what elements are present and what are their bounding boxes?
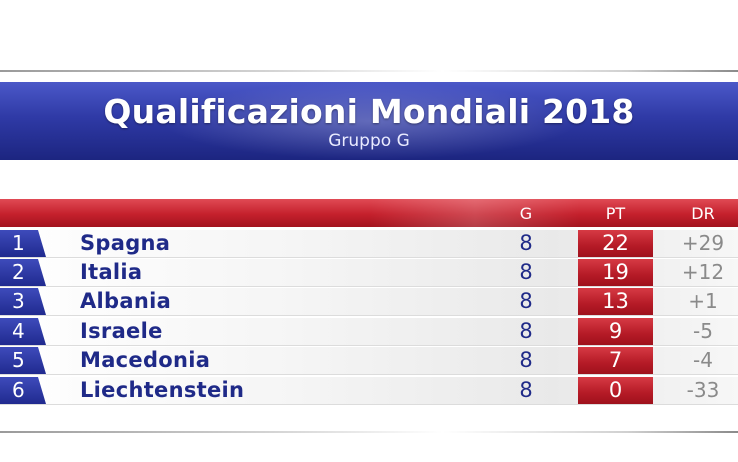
top-frame-line bbox=[0, 70, 738, 72]
points-cell: 19 bbox=[578, 259, 653, 286]
title-banner bbox=[0, 82, 738, 160]
points-cell: 0 bbox=[578, 377, 653, 404]
page-subtitle: Gruppo G bbox=[328, 131, 410, 151]
position-badge: 1 bbox=[0, 230, 46, 257]
position-badge: 4 bbox=[0, 318, 46, 345]
header-bar-highlight bbox=[370, 199, 580, 227]
team-name: Albania bbox=[80, 289, 172, 313]
goal-difference: +1 bbox=[688, 289, 718, 313]
bottom-frame-line bbox=[0, 431, 738, 433]
table-row: 3 Albania 8 13 +1 bbox=[0, 288, 738, 316]
matches-played: 8 bbox=[519, 348, 533, 372]
column-header-points: PT bbox=[605, 204, 626, 223]
table-row: 1 Spagna 8 22 +29 bbox=[0, 230, 738, 258]
points-cell: 7 bbox=[578, 347, 653, 374]
position-badge: 5 bbox=[0, 347, 46, 374]
team-name: Liechtenstein bbox=[80, 378, 245, 402]
matches-played: 8 bbox=[519, 378, 533, 402]
matches-played: 8 bbox=[519, 319, 533, 343]
table-row: 4 Israele 8 9 -5 bbox=[0, 318, 738, 346]
goal-difference: +29 bbox=[681, 231, 725, 255]
title-banner-highlight bbox=[160, 82, 580, 160]
goal-difference: -5 bbox=[693, 319, 713, 343]
table-row: 2 Italia 8 19 +12 bbox=[0, 259, 738, 287]
team-name: Israele bbox=[80, 319, 163, 343]
matches-played: 8 bbox=[519, 231, 533, 255]
table-header-bar bbox=[0, 199, 738, 227]
goal-difference: -4 bbox=[693, 348, 713, 372]
points-cell: 9 bbox=[578, 318, 653, 345]
table-row: 6 Liechtenstein 8 0 -33 bbox=[0, 377, 738, 405]
team-name: Spagna bbox=[80, 231, 171, 255]
team-name: Italia bbox=[80, 260, 143, 284]
table-row: 5 Macedonia 8 7 -4 bbox=[0, 347, 738, 375]
team-name: Macedonia bbox=[80, 348, 211, 372]
points-cell: 22 bbox=[578, 230, 653, 257]
goal-difference: +12 bbox=[681, 260, 725, 284]
column-header-played: G bbox=[519, 204, 533, 223]
page-title: Qualificazioni Mondiali 2018 bbox=[103, 92, 635, 131]
position-badge: 6 bbox=[0, 377, 46, 404]
matches-played: 8 bbox=[519, 289, 533, 313]
position-badge: 2 bbox=[0, 259, 46, 286]
goal-difference: -33 bbox=[686, 378, 720, 402]
matches-played: 8 bbox=[519, 260, 533, 284]
position-badge: 3 bbox=[0, 288, 46, 315]
column-header-diff: DR bbox=[691, 204, 715, 223]
points-cell: 13 bbox=[578, 288, 653, 315]
